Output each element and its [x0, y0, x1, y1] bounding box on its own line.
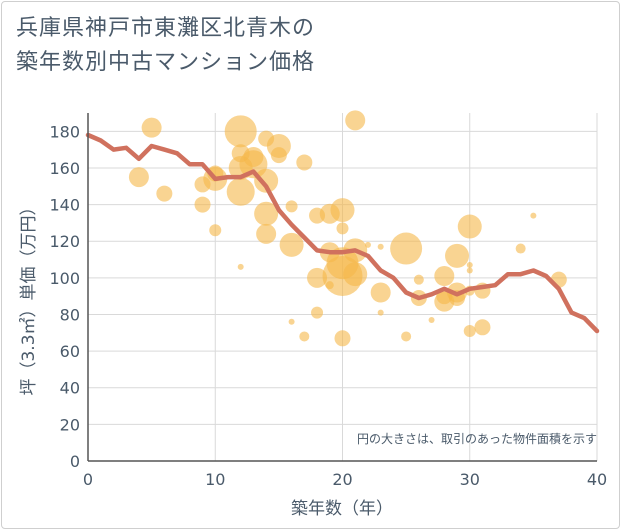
y-tick-label: 60	[60, 342, 80, 361]
data-bubble	[254, 168, 279, 193]
data-bubble	[434, 266, 455, 287]
data-bubble	[334, 330, 351, 347]
data-bubble	[296, 154, 313, 171]
data-bubble	[194, 196, 211, 213]
average-price-line	[85, 132, 600, 334]
data-bubble	[141, 117, 162, 138]
data-bubble	[463, 324, 476, 337]
data-bubble	[226, 177, 255, 206]
size-note: 円の大きさは、取引のあった物件面積を示す	[357, 431, 597, 446]
x-tick-label: 0	[83, 470, 93, 489]
x-tick-label: 30	[460, 470, 480, 489]
data-bubble	[330, 198, 355, 223]
data-bubble	[224, 115, 257, 148]
y-tick-label: 100	[49, 269, 80, 288]
data-bubble	[364, 241, 371, 248]
data-bubble	[474, 319, 491, 336]
data-bubble	[311, 306, 324, 319]
y-tick-label: 20	[60, 415, 80, 434]
data-bubble	[279, 232, 304, 257]
data-bubble	[307, 267, 328, 288]
data-bubble	[530, 212, 537, 219]
data-bubble	[466, 267, 473, 274]
y-tick-label: 80	[60, 305, 80, 324]
y-tick-label: 160	[49, 159, 80, 178]
data-bubble	[377, 309, 384, 316]
data-bubble	[345, 110, 366, 131]
chart-title: 兵庫県神戸市東灘区北青木の 築年数別中古マンション価格	[16, 12, 315, 80]
x-axis-label: 築年数（年）	[291, 499, 393, 519]
y-tick-label: 140	[49, 196, 80, 215]
data-bubble	[128, 167, 149, 188]
data-bubble	[237, 263, 244, 270]
data-bubble	[457, 214, 482, 239]
data-bubble	[156, 185, 173, 202]
data-bubble	[445, 243, 470, 268]
data-bubble	[254, 201, 279, 226]
data-bubble	[299, 331, 310, 342]
data-bubble	[428, 316, 435, 323]
data-bubble	[256, 223, 277, 244]
chart-title-line-2: 築年数別中古マンション価格	[16, 50, 316, 75]
y-tick-label: 180	[49, 122, 80, 141]
data-bubble	[515, 243, 526, 254]
trend-line-layer	[85, 132, 600, 334]
data-bubble	[401, 331, 412, 342]
bubble-layer	[128, 110, 567, 347]
data-bubble	[336, 222, 349, 235]
x-tick-label: 10	[205, 470, 225, 489]
data-bubble	[270, 147, 287, 164]
chart-title-line-1: 兵庫県神戸市東灘区北青木の	[16, 16, 316, 41]
data-bubble	[288, 318, 295, 325]
data-bubble	[390, 232, 423, 265]
data-bubble	[370, 282, 391, 303]
data-bubble	[466, 262, 473, 269]
y-axis-label: 坪（3.3㎡）単価（万円）	[19, 198, 39, 395]
x-tick-label: 40	[587, 470, 607, 489]
data-bubble	[343, 262, 368, 287]
x-tick-label: 20	[332, 470, 352, 489]
y-tick-label: 120	[49, 232, 80, 251]
data-bubble	[377, 243, 384, 250]
data-bubble	[413, 274, 424, 285]
axis-layer: 0 20 40 60 80 100 120 140 160 180 0 10 20 30 40	[49, 113, 607, 489]
data-bubble	[285, 200, 298, 213]
y-tick-label: 40	[60, 379, 80, 398]
data-bubble	[209, 224, 222, 237]
y-tick-label: 0	[70, 452, 80, 471]
